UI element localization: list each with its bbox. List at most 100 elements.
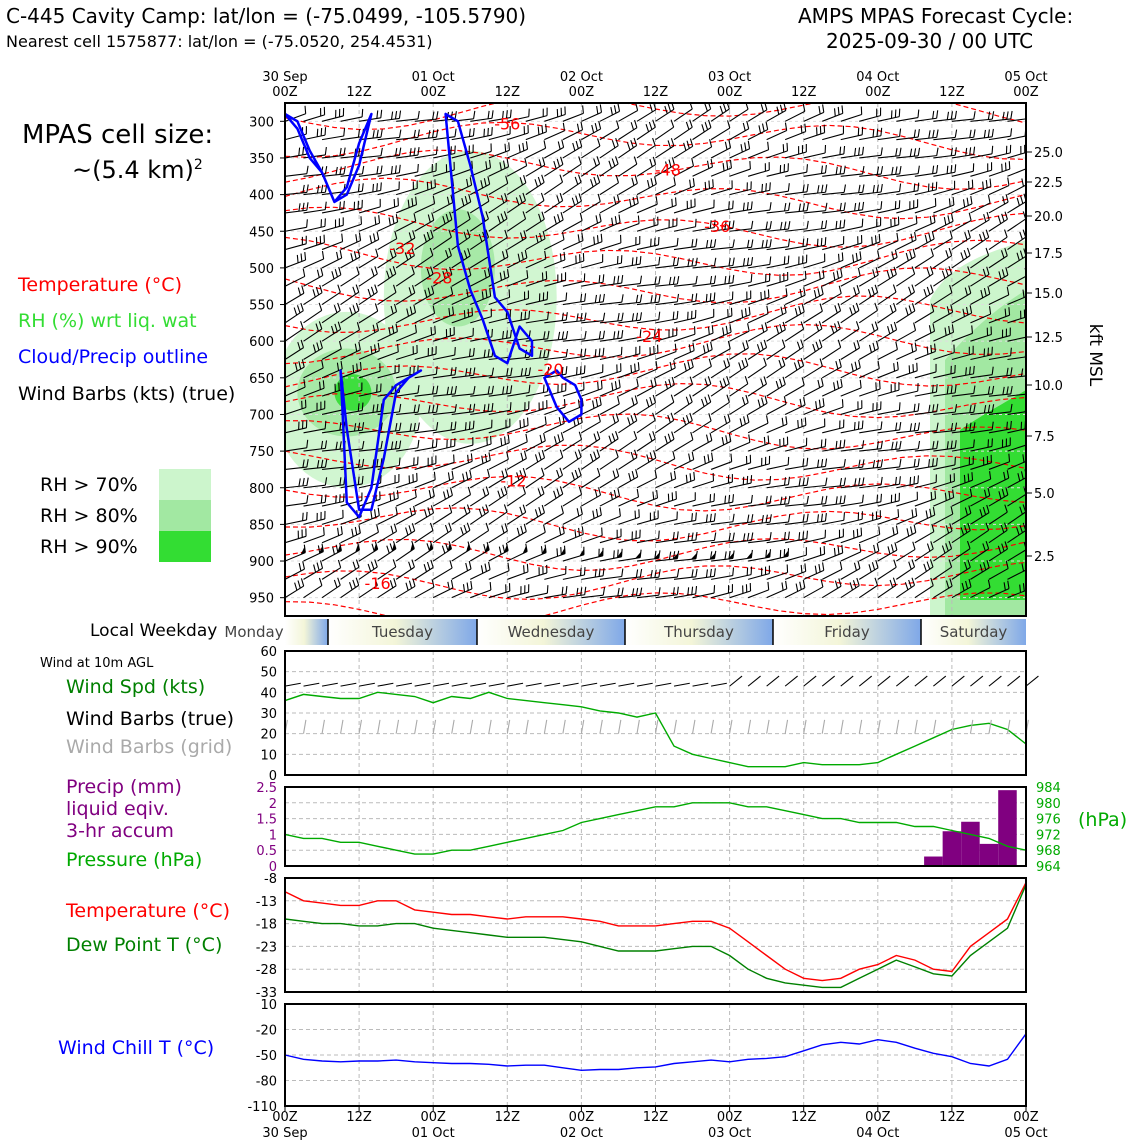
barb-staff bbox=[581, 438, 601, 452]
barb-feather bbox=[987, 386, 991, 395]
wind-barb bbox=[784, 287, 806, 306]
true-wind-barb bbox=[1025, 675, 1039, 687]
barb-feather bbox=[1008, 307, 1011, 316]
barb-staff bbox=[562, 220, 583, 232]
wind-barb bbox=[877, 200, 901, 214]
wind-barb bbox=[748, 221, 772, 232]
barb-staff bbox=[618, 202, 639, 214]
wind-barb bbox=[896, 165, 920, 177]
barb-feather bbox=[695, 568, 698, 577]
wind-barb bbox=[673, 412, 693, 434]
barb-staff bbox=[525, 164, 546, 177]
barb-feather bbox=[504, 468, 509, 477]
barb-feather bbox=[787, 476, 791, 485]
wind-barb bbox=[933, 506, 954, 525]
forecast-cycle: 2025-09-30 / 00 UTC bbox=[826, 29, 1034, 53]
barb-staff bbox=[710, 298, 733, 306]
wind-barb bbox=[785, 530, 809, 544]
barb-feather bbox=[341, 233, 344, 242]
barb-staff bbox=[395, 332, 417, 342]
barb-feather bbox=[408, 232, 413, 241]
wind-barb bbox=[877, 559, 897, 580]
barb-feather bbox=[599, 396, 602, 406]
barb-feather bbox=[954, 110, 958, 119]
barb-staff bbox=[395, 513, 416, 525]
barb-feather bbox=[876, 184, 879, 193]
barb-feather bbox=[415, 196, 418, 205]
wind-barb bbox=[988, 307, 1011, 324]
wind-barb bbox=[359, 422, 383, 434]
temperature-contour-label: -16 bbox=[365, 574, 391, 593]
barb-feather bbox=[302, 146, 305, 155]
barb-feather bbox=[726, 103, 730, 110]
grid-wind-barb bbox=[692, 719, 696, 734]
barb-feather bbox=[689, 394, 693, 403]
legend-temperature: Temperature (°C) bbox=[18, 274, 182, 296]
barb-feather bbox=[784, 496, 787, 505]
barb-feather bbox=[818, 271, 821, 280]
barb-staff bbox=[970, 587, 991, 599]
barb-feather bbox=[676, 569, 680, 578]
weekday-band bbox=[285, 619, 328, 645]
barb-feather bbox=[871, 286, 875, 295]
wind-barb bbox=[340, 559, 360, 580]
wind-barb bbox=[321, 526, 343, 544]
barb-feather bbox=[670, 119, 675, 128]
wind-barb bbox=[784, 397, 806, 415]
pressure-tick-label: 850 bbox=[249, 518, 274, 533]
barb-staff bbox=[655, 478, 676, 489]
barb-feather bbox=[1048, 368, 1049, 376]
bottom-time-tick: 12Z bbox=[495, 1110, 521, 1125]
barb-feather bbox=[484, 269, 487, 279]
wind-barb bbox=[951, 146, 976, 159]
top-time-tick: 00Z bbox=[420, 85, 446, 100]
panel-frame bbox=[284, 102, 1027, 617]
barb-feather bbox=[615, 430, 619, 439]
barb-feather bbox=[574, 469, 579, 478]
barb-feather bbox=[949, 284, 953, 293]
rh-80-label: RH > 80% bbox=[40, 505, 138, 527]
barb-feather bbox=[621, 587, 624, 596]
barb-staff bbox=[673, 145, 693, 159]
temperature-contour bbox=[285, 267, 1026, 304]
wind-barb bbox=[933, 266, 953, 287]
wind-barb bbox=[562, 586, 587, 599]
cell-size-exponent: 2 bbox=[193, 157, 203, 173]
barb-feather bbox=[891, 441, 894, 450]
barb-feather bbox=[304, 252, 307, 261]
barb-staff bbox=[303, 134, 326, 141]
barb-feather bbox=[723, 415, 728, 424]
wind-barb bbox=[636, 294, 661, 306]
wind-barb bbox=[748, 514, 772, 525]
barb-feather bbox=[561, 586, 564, 595]
barb-feather bbox=[432, 404, 435, 413]
barb-feather bbox=[701, 398, 705, 407]
barb-feather bbox=[565, 292, 568, 301]
wind-barb bbox=[395, 578, 416, 599]
wind-barb bbox=[692, 472, 715, 489]
barb-feather bbox=[578, 467, 582, 476]
barb-feather bbox=[482, 506, 486, 515]
barb-staff bbox=[303, 275, 324, 287]
barb-feather bbox=[948, 491, 951, 500]
barb-staff bbox=[803, 484, 826, 489]
barb-staff bbox=[562, 513, 583, 525]
barb-feather bbox=[742, 533, 746, 542]
barb-staff bbox=[507, 277, 528, 287]
barb-feather bbox=[989, 471, 992, 480]
wind-barb bbox=[525, 211, 545, 232]
wind-barb bbox=[729, 340, 749, 360]
barb-feather bbox=[858, 543, 862, 552]
barb-feather bbox=[756, 344, 761, 353]
barb-feather bbox=[427, 214, 431, 223]
barb-feather bbox=[635, 103, 639, 111]
barb-feather bbox=[868, 344, 872, 353]
barb-feather bbox=[380, 422, 383, 431]
barb-feather bbox=[950, 213, 954, 222]
barb-feather bbox=[398, 147, 402, 156]
wind-barb bbox=[988, 211, 1008, 232]
wind-barb bbox=[766, 103, 787, 122]
barb-feather bbox=[392, 266, 397, 274]
barb-staff bbox=[673, 283, 696, 287]
barb-staff bbox=[711, 521, 733, 525]
